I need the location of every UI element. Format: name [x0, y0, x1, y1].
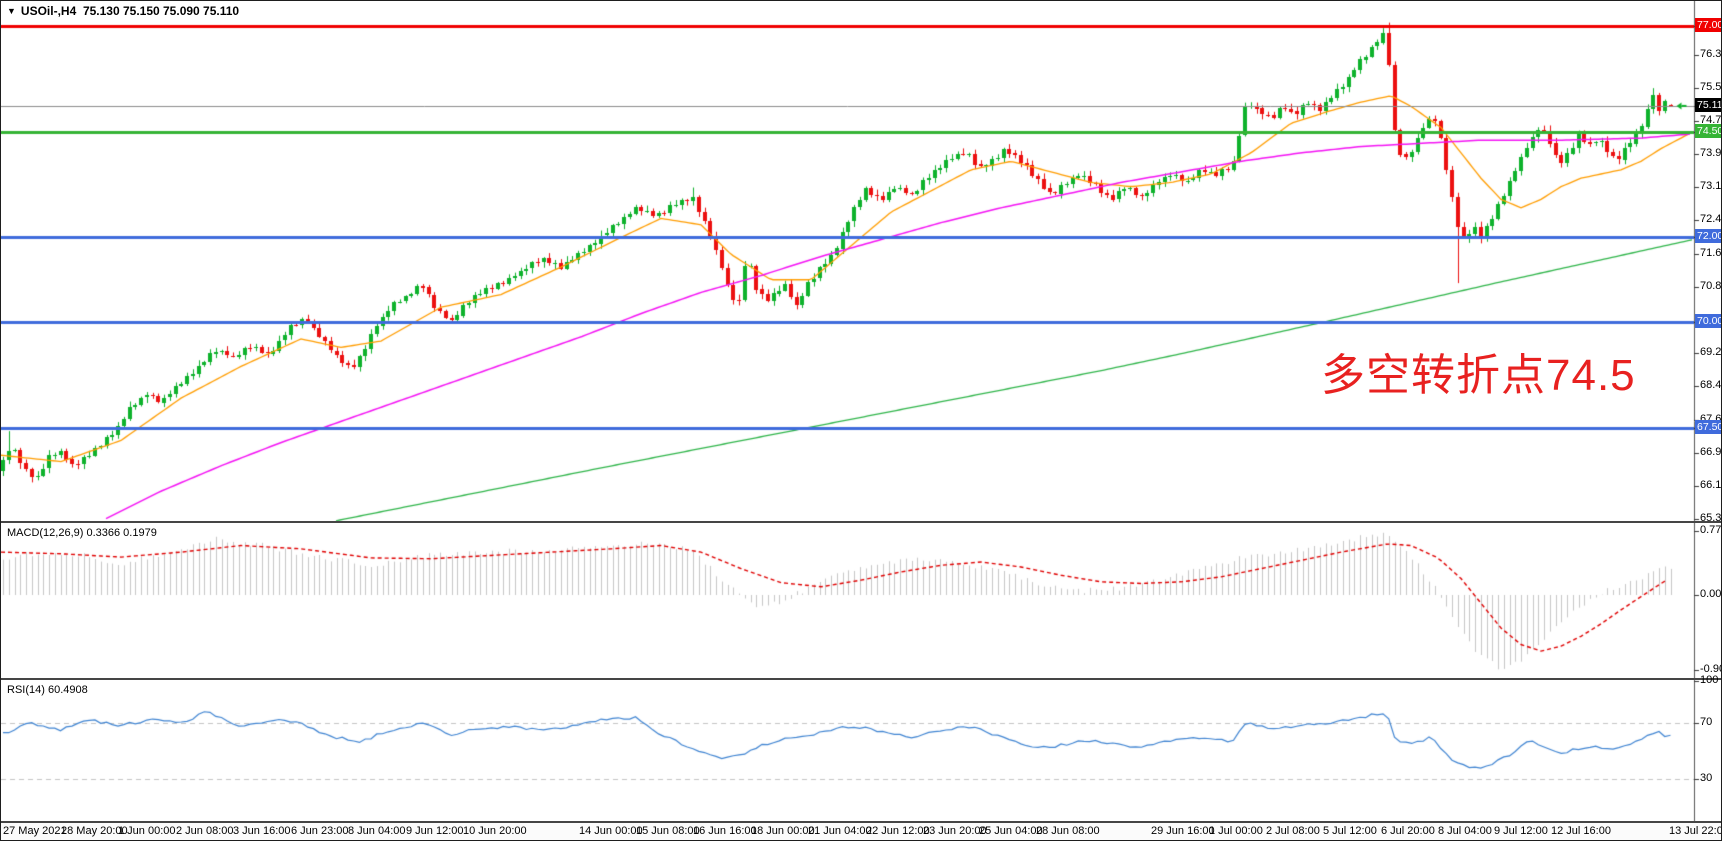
price-tick-label: 75.530 [1700, 81, 1722, 93]
price-tick-label: 68.490 [1700, 379, 1722, 391]
price-badge: 75.110 [1695, 98, 1721, 112]
time-tick-label: 2 Jun 08:00 [176, 825, 234, 837]
time-tick-label: 10 Jun 20:00 [463, 825, 527, 837]
price-tick-label: 73.190 [1700, 180, 1722, 192]
time-tick-label: 2 Jul 08:00 [1266, 825, 1320, 837]
price-badge: 72.000 [1695, 229, 1721, 243]
time-tick-label: 8 Jul 04:00 [1438, 825, 1492, 837]
time-tick-label: 12 Jul 16:00 [1551, 825, 1611, 837]
price-badge: 74.500 [1695, 124, 1721, 138]
time-tick-label: 29 Jun 16:00 [1151, 825, 1215, 837]
macd-tick-label: -0.9034 [1700, 663, 1721, 675]
trade-annotation-text: 多空转折点74.5 [1321, 351, 1636, 400]
price-tick-label: 73.970 [1700, 147, 1722, 159]
macd-indicator-label: MACD(12,26,9) 0.3366 0.1979 [7, 527, 157, 539]
price-badge: 67.500 [1695, 420, 1721, 434]
price-tick-label: 74.750 [1700, 114, 1722, 126]
price-tick-label: 66.910 [1700, 446, 1722, 458]
time-tick-label: 25 Jun 04:00 [979, 825, 1043, 837]
time-tick-label: 16 Jun 16:00 [693, 825, 757, 837]
time-tick-label: 1 Jul 00:00 [1209, 825, 1263, 837]
time-tick-label: 9 Jul 12:00 [1494, 825, 1548, 837]
time-tick-label: 28 May 20:00 [61, 825, 128, 837]
chevron-down-icon[interactable]: ▼ [7, 6, 16, 16]
time-tick-label: 22 Jun 12:00 [866, 825, 930, 837]
panel-separator-main-macd[interactable] [1, 521, 1721, 523]
chart-title: ▼ USOil-,H4 75.130 75.150 75.090 75.110 [7, 4, 239, 18]
rsi-indicator-label: RSI(14) 60.4908 [7, 684, 88, 696]
panel-separator-rsi-time [1, 821, 1721, 823]
panel-separator-macd-rsi[interactable] [1, 678, 1721, 680]
time-tick-label: 6 Jun 23:00 [291, 825, 349, 837]
time-axis-strip[interactable] [1, 823, 1721, 840]
price-tick-label: 72.410 [1700, 213, 1722, 225]
price-tick-label: 71.610 [1700, 247, 1722, 259]
time-tick-label: 3 Jun 16:00 [233, 825, 291, 837]
rsi-tick-label: 30 [1700, 772, 1713, 784]
price-badge: 70.000 [1695, 314, 1721, 328]
time-tick-label: 9 Jun 12:00 [406, 825, 464, 837]
time-tick-label: 21 Jun 04:00 [808, 825, 872, 837]
price-tick-label: 65.350 [1700, 512, 1722, 524]
macd-tick-label: 0.00 [1700, 588, 1722, 600]
ohlc-values: 75.130 75.150 75.090 75.110 [82, 4, 240, 18]
time-tick-label: 23 Jun 20:00 [923, 825, 987, 837]
price-tick-label: 66.130 [1700, 479, 1722, 491]
price-badge: 77.000 [1695, 18, 1721, 32]
price-tick-label: 76.310 [1700, 48, 1722, 60]
time-tick-label: 13 Jul 22:00 [1669, 825, 1721, 837]
time-tick-label: 27 May 2021 [3, 825, 67, 837]
time-tick-label: 6 Jul 20:00 [1381, 825, 1435, 837]
price-tick-label: 69.270 [1700, 346, 1722, 358]
time-tick-label: 1 Jun 00:00 [118, 825, 176, 837]
time-tick-label: 28 Jun 08:00 [1036, 825, 1100, 837]
macd-tick-label: 0.7747 [1700, 524, 1722, 536]
time-tick-label: 5 Jul 12:00 [1323, 825, 1377, 837]
time-tick-label: 14 Jun 00:00 [579, 825, 643, 837]
time-tick-label: 18 Jun 00:00 [751, 825, 815, 837]
price-tick-label: 70.830 [1700, 280, 1722, 292]
rsi-tick-label: 100 [1700, 674, 1719, 686]
time-tick-label: 8 Jun 04:00 [348, 825, 406, 837]
symbol-period-label: USOil-,H4 [20, 4, 77, 18]
time-tick-label: 15 Jun 08:00 [636, 825, 700, 837]
rsi-tick-label: 70 [1700, 716, 1713, 728]
